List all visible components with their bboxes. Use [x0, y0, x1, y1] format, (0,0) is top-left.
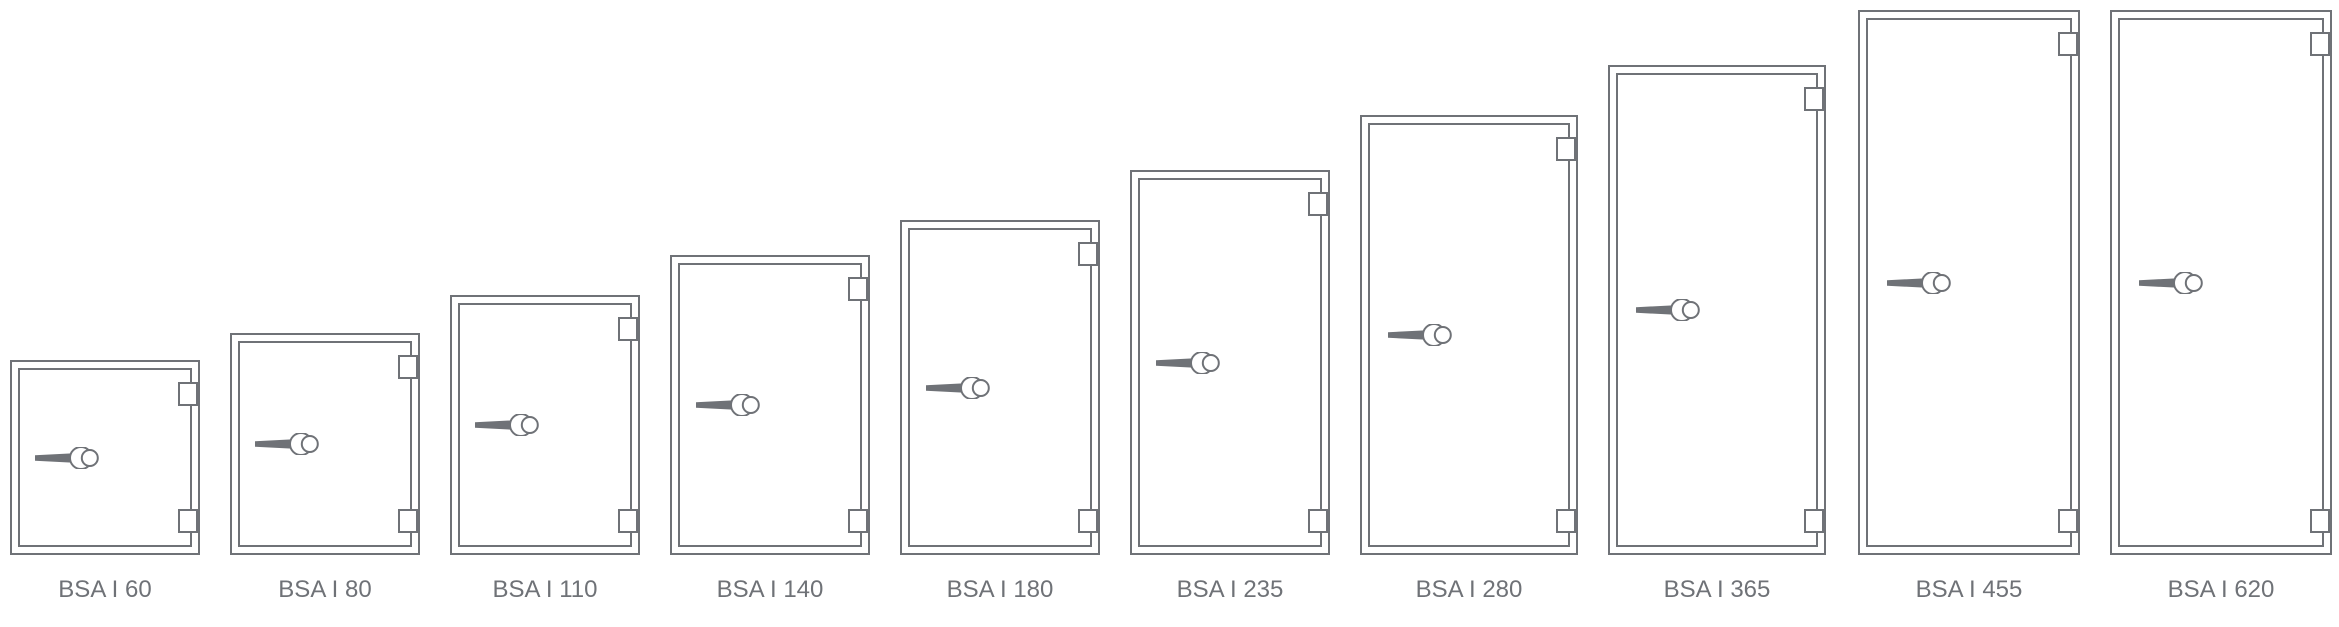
hinge-top-icon — [848, 277, 868, 301]
hinge-bottom-icon — [398, 509, 418, 533]
hinge-bottom-icon — [178, 509, 198, 533]
handle-icon — [475, 414, 544, 436]
safe-size-diagram: BSA I 60 BSA I 80 BSA I 110 BSA I 140 BSA I … — [0, 0, 2339, 627]
safe-label: BSA I 455 — [1858, 576, 2080, 604]
handle-icon — [926, 377, 995, 399]
safe-label: BSA I 140 — [670, 576, 870, 604]
hinge-top-icon — [1804, 87, 1824, 111]
hinge-bottom-icon — [1804, 509, 1824, 533]
hinge-top-icon — [1078, 242, 1098, 266]
handle-icon — [1887, 272, 1956, 294]
safe-label: BSA I 620 — [2110, 576, 2332, 604]
handle-icon — [1636, 299, 1705, 321]
safe-label: BSA I 180 — [900, 576, 1100, 604]
hinge-top-icon — [2058, 32, 2078, 56]
hinge-bottom-icon — [2058, 509, 2078, 533]
handle-icon — [255, 433, 324, 455]
hinge-bottom-icon — [848, 509, 868, 533]
hinge-top-icon — [2310, 32, 2330, 56]
safe-bsa-i-180 — [900, 220, 1100, 555]
safe-label: BSA I 60 — [10, 576, 200, 604]
safe-bsa-i-110 — [450, 295, 640, 555]
safe-bsa-i-235 — [1130, 170, 1330, 555]
hinge-bottom-icon — [1556, 509, 1576, 533]
safe-bsa-i-455 — [1858, 10, 2080, 555]
hinge-bottom-icon — [2310, 509, 2330, 533]
safe-bsa-i-620 — [2110, 10, 2332, 555]
hinge-top-icon — [398, 355, 418, 379]
handle-icon — [35, 447, 104, 469]
handle-icon — [2139, 272, 2208, 294]
safe-label: BSA I 110 — [450, 576, 640, 604]
safe-bsa-i-140 — [670, 255, 870, 555]
safe-label: BSA I 365 — [1608, 576, 1826, 604]
handle-icon — [1388, 324, 1457, 346]
safe-bsa-i-280 — [1360, 115, 1578, 555]
safe-label: BSA I 235 — [1130, 576, 1330, 604]
handle-icon — [696, 394, 765, 416]
hinge-top-icon — [1556, 137, 1576, 161]
handle-icon — [1156, 352, 1225, 374]
hinge-top-icon — [178, 382, 198, 406]
safe-label: BSA I 280 — [1360, 576, 1578, 604]
safe-bsa-i-60 — [10, 360, 200, 555]
hinge-top-icon — [1308, 192, 1328, 216]
safe-bsa-i-80 — [230, 333, 420, 555]
hinge-bottom-icon — [618, 509, 638, 533]
hinge-bottom-icon — [1078, 509, 1098, 533]
safe-bsa-i-365 — [1608, 65, 1826, 555]
safe-label: BSA I 80 — [230, 576, 420, 604]
hinge-top-icon — [618, 317, 638, 341]
hinge-bottom-icon — [1308, 509, 1328, 533]
